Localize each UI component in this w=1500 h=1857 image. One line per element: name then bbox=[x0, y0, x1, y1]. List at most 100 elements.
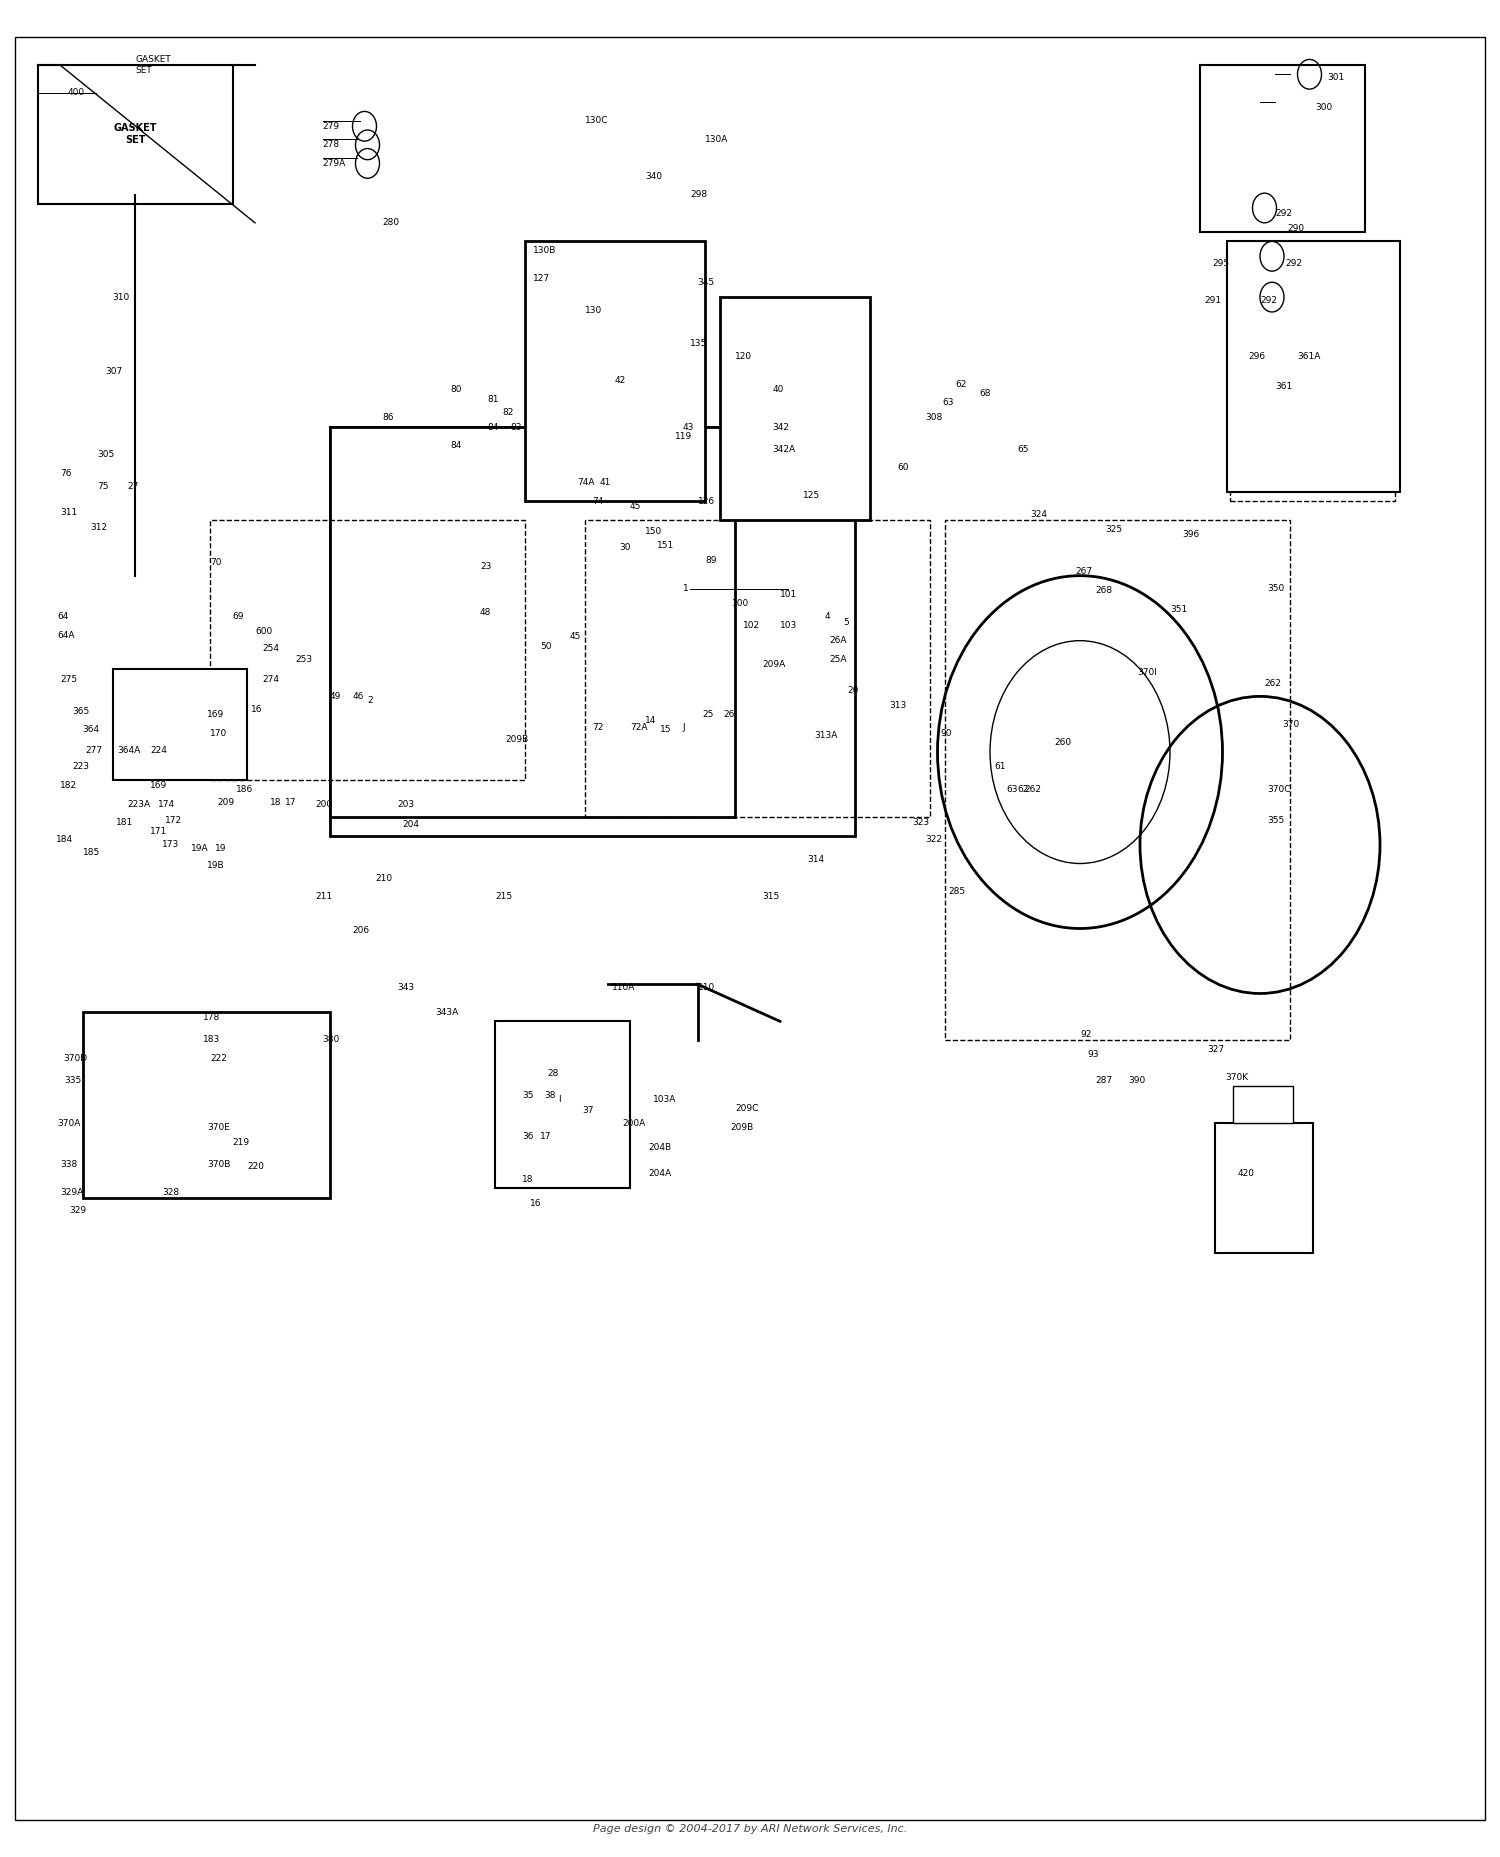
Text: 204A: 204A bbox=[648, 1170, 670, 1177]
Bar bbox=[330, 427, 855, 836]
Text: 23: 23 bbox=[480, 563, 492, 570]
Text: 42: 42 bbox=[615, 377, 627, 384]
Bar bbox=[525, 241, 705, 501]
Text: 28: 28 bbox=[548, 1070, 560, 1077]
Bar bbox=[720, 297, 870, 520]
Text: 314: 314 bbox=[807, 856, 824, 864]
Text: 174: 174 bbox=[158, 800, 174, 808]
Text: 38: 38 bbox=[544, 1092, 556, 1099]
Text: 18: 18 bbox=[522, 1175, 534, 1183]
Text: 268: 268 bbox=[1095, 587, 1112, 594]
Text: 287: 287 bbox=[1095, 1077, 1112, 1084]
Text: 178: 178 bbox=[202, 1014, 219, 1021]
Text: 15: 15 bbox=[660, 726, 672, 734]
Text: 60: 60 bbox=[897, 464, 909, 472]
Text: 90: 90 bbox=[940, 730, 952, 737]
Text: 169: 169 bbox=[207, 711, 225, 719]
Text: 70: 70 bbox=[210, 559, 222, 566]
Text: 260: 260 bbox=[1054, 739, 1071, 747]
Text: 277: 277 bbox=[86, 747, 102, 754]
Text: 298: 298 bbox=[690, 191, 706, 199]
Text: 262: 262 bbox=[1264, 680, 1281, 687]
Text: GASKET
SET: GASKET SET bbox=[135, 56, 171, 74]
Text: 340: 340 bbox=[645, 173, 662, 180]
Text: 36: 36 bbox=[522, 1133, 534, 1140]
Text: 343: 343 bbox=[398, 984, 414, 992]
Text: 279: 279 bbox=[322, 123, 339, 130]
Text: 420: 420 bbox=[1238, 1170, 1254, 1177]
Text: 313A: 313A bbox=[815, 732, 839, 739]
Text: 292: 292 bbox=[1275, 210, 1292, 217]
Text: 361: 361 bbox=[1275, 383, 1292, 390]
Text: 25A: 25A bbox=[830, 656, 848, 663]
Text: 329: 329 bbox=[69, 1207, 86, 1214]
Text: 370: 370 bbox=[1282, 721, 1299, 728]
Text: 30: 30 bbox=[620, 544, 632, 552]
Text: 312: 312 bbox=[90, 524, 106, 531]
Text: 84: 84 bbox=[488, 423, 500, 431]
Text: 130C: 130C bbox=[585, 117, 609, 124]
Text: 327: 327 bbox=[1208, 1045, 1224, 1053]
Text: 370I: 370I bbox=[1137, 669, 1156, 676]
Text: 296: 296 bbox=[1248, 353, 1264, 360]
Text: 370K: 370K bbox=[1226, 1073, 1248, 1081]
Text: 325: 325 bbox=[1106, 526, 1122, 533]
Text: 204B: 204B bbox=[648, 1144, 670, 1151]
Text: 400: 400 bbox=[68, 89, 84, 97]
Text: 74: 74 bbox=[592, 498, 604, 505]
Text: 345: 345 bbox=[698, 279, 714, 286]
Text: 26A: 26A bbox=[830, 637, 848, 644]
Bar bbox=[495, 1021, 630, 1188]
Text: 41: 41 bbox=[600, 479, 612, 487]
Text: 62: 62 bbox=[956, 381, 968, 388]
Text: 181: 181 bbox=[116, 819, 132, 826]
Text: Page design © 2004-2017 by ARI Network Services, Inc.: Page design © 2004-2017 by ARI Network S… bbox=[592, 1824, 908, 1835]
Text: 351: 351 bbox=[1170, 605, 1188, 613]
Text: 370A: 370A bbox=[57, 1120, 81, 1127]
Text: 290: 290 bbox=[1287, 225, 1304, 232]
Text: 222: 222 bbox=[210, 1055, 226, 1062]
Text: 63: 63 bbox=[942, 399, 954, 407]
Text: 342: 342 bbox=[772, 423, 789, 431]
Text: 169: 169 bbox=[150, 782, 168, 789]
Text: 5: 5 bbox=[843, 618, 849, 626]
Text: 72: 72 bbox=[592, 724, 604, 732]
Text: 119: 119 bbox=[675, 433, 692, 440]
Text: 61: 61 bbox=[994, 763, 1006, 771]
Text: 172: 172 bbox=[165, 817, 182, 825]
Text: I: I bbox=[558, 1096, 561, 1103]
Text: 300: 300 bbox=[1316, 104, 1332, 111]
Text: 204: 204 bbox=[402, 821, 418, 828]
Text: 17: 17 bbox=[540, 1133, 552, 1140]
Text: 74A: 74A bbox=[578, 479, 596, 487]
Text: 370C: 370C bbox=[1268, 786, 1292, 793]
Text: 48: 48 bbox=[480, 609, 492, 617]
Text: 103A: 103A bbox=[652, 1096, 676, 1103]
Text: 209B: 209B bbox=[506, 735, 528, 743]
Text: 120: 120 bbox=[735, 353, 752, 360]
Bar bbox=[38, 65, 232, 204]
Bar bbox=[1200, 65, 1365, 232]
Text: 64: 64 bbox=[57, 613, 69, 620]
Text: 81: 81 bbox=[488, 396, 500, 403]
Text: 86: 86 bbox=[382, 414, 394, 422]
Text: 173: 173 bbox=[162, 841, 180, 849]
Text: 307: 307 bbox=[105, 368, 123, 375]
Text: 343A: 343A bbox=[435, 1008, 457, 1016]
Text: 40: 40 bbox=[772, 386, 784, 394]
Text: 262: 262 bbox=[1024, 786, 1041, 793]
Text: 45: 45 bbox=[630, 503, 642, 511]
Text: 151: 151 bbox=[657, 542, 675, 550]
Text: 280: 280 bbox=[382, 219, 399, 227]
Text: 350: 350 bbox=[1268, 585, 1284, 592]
Text: 390: 390 bbox=[1128, 1077, 1146, 1084]
Text: 278: 278 bbox=[322, 141, 339, 149]
Text: 206: 206 bbox=[352, 927, 369, 934]
Text: 84: 84 bbox=[450, 442, 462, 449]
Text: 18: 18 bbox=[270, 799, 282, 806]
Text: 365: 365 bbox=[72, 708, 90, 715]
Text: 323: 323 bbox=[912, 819, 928, 826]
Text: 14: 14 bbox=[645, 717, 657, 724]
Text: 26: 26 bbox=[723, 711, 735, 719]
Text: 313: 313 bbox=[890, 702, 906, 709]
